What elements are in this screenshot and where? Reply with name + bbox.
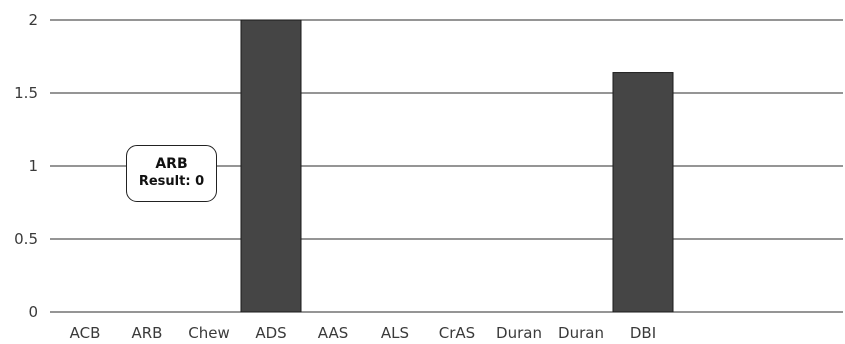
x-tick-label: Duran	[496, 324, 542, 342]
x-axis-ticks: ACB ARB Chew ADS AAS ALS CrAS Duran Duran DBI	[70, 324, 657, 342]
tooltip-title: ARB	[155, 156, 188, 172]
tooltip: ARB Result: 0	[126, 145, 217, 202]
bars	[240, 19, 674, 313]
x-tick-label: DBI	[630, 324, 656, 342]
x-tick-label: ACB	[70, 324, 101, 342]
tooltip-result: Result: 0	[138, 174, 205, 189]
y-tick-label: 0.5	[14, 230, 38, 248]
bar-ads-3[interactable]	[240, 19, 302, 313]
x-tick-label: Chew	[188, 324, 229, 342]
x-tick-label: CrAS	[439, 324, 475, 342]
x-tick-label: Duran	[558, 324, 604, 342]
x-tick-label: ALS	[381, 324, 409, 342]
y-tick-label: 1.5	[14, 84, 38, 102]
y-axis-ticks: 0 0.5 1 1.5 2	[14, 11, 38, 321]
x-tick-label: ADS	[255, 324, 286, 342]
bar-dbi-9[interactable]	[612, 72, 674, 313]
y-tick-label: 2	[28, 11, 38, 29]
y-tick-label: 0	[28, 303, 38, 321]
x-tick-label: AAS	[318, 324, 348, 342]
x-tick-label: ARB	[132, 324, 163, 342]
y-tick-label: 1	[28, 157, 38, 175]
